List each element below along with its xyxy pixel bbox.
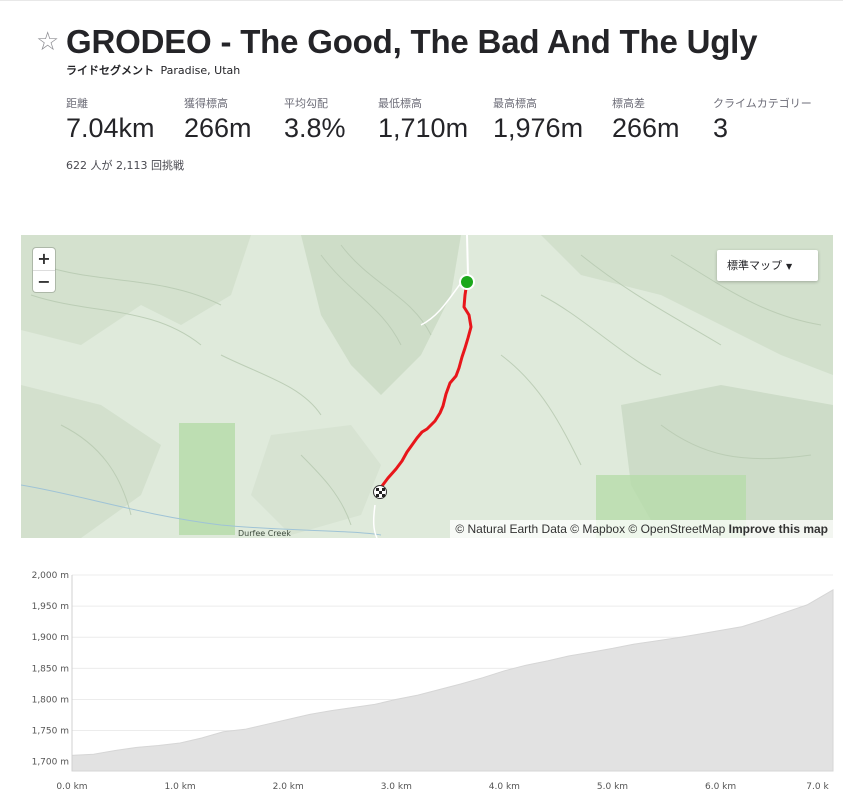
- stat-lowest-elevation: 最低標高 1,710m: [378, 96, 493, 144]
- x-tick-label: 2.0 km: [273, 782, 304, 792]
- attribution-links[interactable]: © Natural Earth Data © Mapbox © OpenStre…: [455, 522, 726, 536]
- segment-location: Paradise, Utah: [160, 64, 241, 77]
- x-tick-label: 5.0 km: [597, 782, 628, 792]
- x-tick-label: 6.0 km: [705, 782, 736, 792]
- stat-value: 266m: [612, 113, 680, 143]
- finish-flag-icon: [373, 485, 387, 499]
- stat-value: 1,976m: [493, 113, 584, 143]
- map-type-label: 標準マップ: [727, 259, 782, 272]
- improve-map-link[interactable]: Improve this map: [728, 522, 828, 536]
- zoom-out-button[interactable]: −: [33, 270, 55, 292]
- map-type-dropdown[interactable]: 標準マップ ▼: [717, 250, 818, 281]
- stats-row: 距離 7.04km 獲得標高 266m 平均勾配 3.8% 最低標高 1,710…: [66, 96, 833, 144]
- y-tick-label: 1,950 m: [32, 602, 69, 612]
- x-axis: 0.0 km 1.0 km 2.0 km 3.0 km 4.0 km 5.0 km 6.0 …: [56, 782, 829, 792]
- y-tick-label: 1,900 m: [32, 633, 69, 643]
- stat-climb-category: クライムカテゴリー 3: [713, 96, 833, 144]
- stat-label: 最低標高: [378, 97, 422, 110]
- stat-distance: 距離 7.04km: [66, 96, 184, 144]
- x-tick-label: 0.0 km: [56, 782, 87, 792]
- elevation-profile-chart: 2,000 m 1,950 m 1,900 m 1,850 m 1,800 m 1,750…: [32, 571, 834, 792]
- top-divider: [0, 0, 843, 1]
- stat-value: 3.8%: [284, 113, 346, 143]
- y-tick-label: 1,700 m: [32, 758, 69, 768]
- y-tick-label: 1,750 m: [32, 727, 69, 737]
- stat-avg-grade: 平均勾配 3.8%: [284, 96, 378, 144]
- stat-elevation-gain: 獲得標高 266m: [184, 96, 284, 144]
- segment-type: ライドセグメント: [66, 64, 154, 77]
- caret-down-icon: ▼: [786, 262, 793, 271]
- stat-label: 距離: [66, 97, 88, 110]
- stat-label: 最高標高: [493, 97, 537, 110]
- zoom-in-button[interactable]: +: [37, 249, 51, 268]
- stat-value: 3: [713, 113, 729, 143]
- route-line: [378, 280, 473, 494]
- map-terrain: [21, 235, 833, 538]
- start-marker-icon: [459, 274, 475, 290]
- stat-value: 266m: [184, 113, 252, 143]
- y-tick-label: 1,800 m: [32, 695, 69, 705]
- stat-label: 標高差: [612, 97, 645, 110]
- y-tick-label: 2,000 m: [32, 571, 69, 581]
- stat-label: 獲得標高: [184, 97, 228, 110]
- stat-elevation-difference: 標高差 266m: [612, 96, 713, 144]
- elevation-area: [71, 589, 834, 772]
- map-place-label: Durfee Creek: [238, 529, 291, 538]
- y-tick-label: 1,850 m: [32, 664, 69, 674]
- x-tick-label: 1.0 km: [165, 782, 196, 792]
- stat-highest-elevation: 最高標高 1,976m: [493, 96, 612, 144]
- segment-map[interactable]: + − 標準マップ ▼ Durfee Creek © Natural Earth …: [21, 235, 833, 538]
- stat-label: クライムカテゴリー: [713, 97, 812, 110]
- map-attribution: © Natural Earth Data © Mapbox © OpenStre…: [450, 520, 833, 538]
- segment-subtitle: ライドセグメント Paradise, Utah: [66, 62, 240, 78]
- stat-value: 1,710m: [378, 113, 469, 143]
- x-tick-label: 3.0 km: [381, 782, 412, 792]
- segment-header: ☆ GRODEO - The Good, The Bad And The Ugl…: [36, 22, 758, 77]
- y-axis: 2,000 m 1,950 m 1,900 m 1,850 m 1,800 m 1,750…: [32, 571, 69, 768]
- stat-value: 7.04km: [66, 113, 155, 143]
- x-tick-label: 7.0 k: [806, 782, 829, 792]
- zoom-controls: + −: [33, 248, 55, 292]
- attempts-count: 622 人が 2,113 回挑戦: [66, 159, 184, 172]
- page-title: GRODEO - The Good, The Bad And The Ugly: [66, 23, 758, 60]
- stat-label: 平均勾配: [284, 97, 328, 110]
- x-tick-label: 4.0 km: [489, 782, 520, 792]
- star-icon[interactable]: ☆: [36, 27, 60, 57]
